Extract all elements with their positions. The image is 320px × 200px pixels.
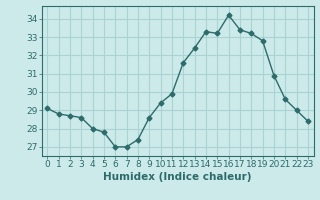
- X-axis label: Humidex (Indice chaleur): Humidex (Indice chaleur): [103, 172, 252, 182]
